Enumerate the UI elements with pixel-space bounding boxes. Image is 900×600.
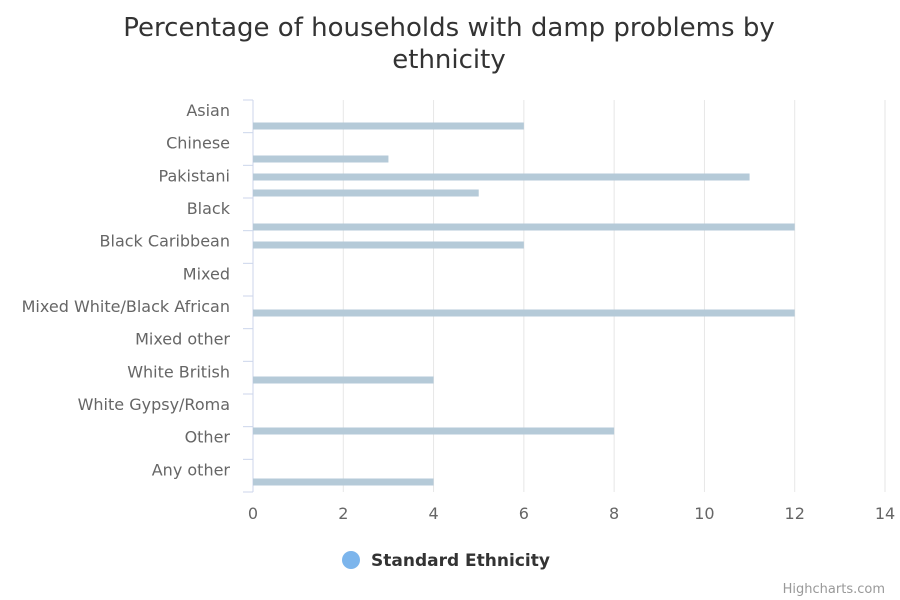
- bar[interactable]: [253, 122, 524, 130]
- category-labels: Asian Chinese Pakistani Black Black Caribbea…: [22, 101, 231, 479]
- legend-symbol[interactable]: [342, 551, 360, 569]
- bar[interactable]: [253, 223, 795, 231]
- chart-title-line-2: ethnicity: [392, 45, 505, 75]
- x-tick-label: 0: [248, 504, 258, 523]
- category-label: Other: [185, 428, 231, 447]
- category-label: Black: [187, 199, 231, 218]
- x-tick-label: 4: [428, 504, 438, 523]
- gridlines: [342, 100, 886, 492]
- credits-link[interactable]: Highcharts.com: [783, 582, 885, 597]
- bar[interactable]: [253, 173, 750, 181]
- bar[interactable]: [253, 427, 615, 435]
- axes: [243, 99, 254, 493]
- x-tick-labels: 0 2 4 6 8 10 12 14: [248, 504, 895, 523]
- category-label: Any other: [152, 460, 231, 479]
- bar[interactable]: [253, 309, 795, 317]
- category-label: Mixed other: [135, 330, 230, 349]
- category-label: Mixed White/Black African: [22, 297, 230, 316]
- chart-title-line-1: Percentage of households with damp probl…: [123, 13, 774, 43]
- x-tick-label: 8: [609, 504, 619, 523]
- bar[interactable]: [253, 241, 524, 249]
- bar[interactable]: [253, 155, 389, 163]
- x-tick-label: 2: [338, 504, 348, 523]
- bar[interactable]: [253, 189, 479, 197]
- category-label: Asian: [186, 101, 230, 120]
- legend-item-label[interactable]: Standard Ethnicity: [371, 551, 550, 571]
- category-label: Chinese: [166, 134, 230, 153]
- x-tick-label: 14: [875, 504, 895, 523]
- x-tick-label: 12: [785, 504, 805, 523]
- bars: [253, 122, 795, 486]
- legend[interactable]: Standard Ethnicity: [342, 551, 550, 571]
- bar[interactable]: [253, 376, 434, 384]
- x-tick-label: 6: [519, 504, 529, 523]
- category-label: Pakistani: [159, 166, 230, 185]
- category-label: White Gypsy/Roma: [78, 395, 230, 414]
- bar[interactable]: [253, 478, 434, 486]
- category-label: Mixed: [183, 264, 230, 283]
- category-label: White British: [127, 362, 230, 381]
- category-label: Black Caribbean: [100, 232, 230, 251]
- x-tick-label: 10: [694, 504, 714, 523]
